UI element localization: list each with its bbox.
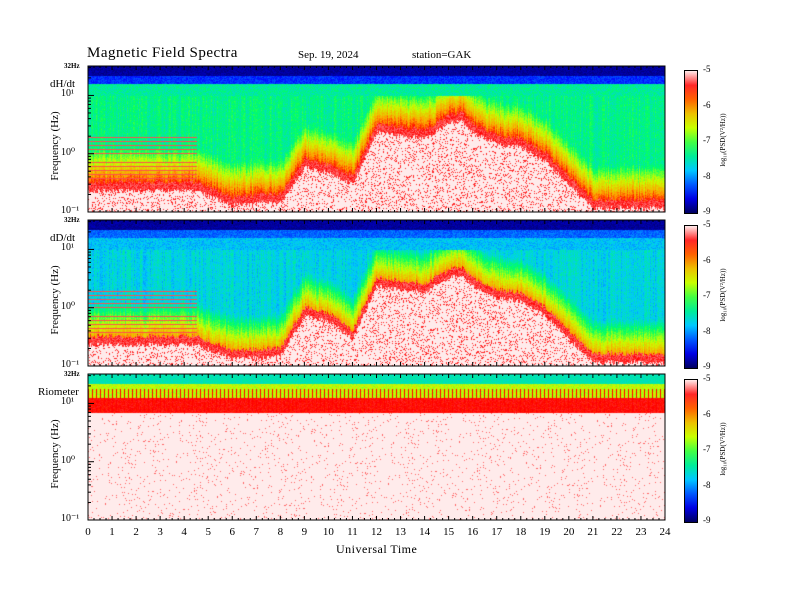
panel-1-colorbar-tick: -9 [703,206,711,216]
panel-2-ytick-label: 10⁻¹ [61,359,80,370]
figure-date: Sep. 19, 2024 [298,49,359,61]
panel-1-colorbar-label: log₁₀(PSD(V²/Hz)) [719,113,727,167]
panel-2-heatmap [88,220,665,366]
panel-2-ytick-label: 10¹ [61,242,74,254]
xtick-label: 10 [322,526,334,538]
panel-1-ytick-label: 10¹ [61,88,74,100]
panel-2-colorbar-tick: -9 [703,361,711,371]
xtick-label: 24 [659,526,671,538]
panel-3-colorbar-tick: -6 [703,408,711,419]
panel-1-ytick-label: 10⁰ [61,146,76,158]
panel-1-frame [87,65,666,213]
xtick-label: 15 [443,526,455,538]
xtick-label: 11 [347,526,358,538]
panel-1-ytick-label: 10⁻¹ [61,205,80,216]
xtick-label: 12 [371,526,382,538]
xtick-label: 7 [253,526,260,538]
panel-2-label: dD/dt [50,232,76,244]
panel-1-colorbar-tick: -5 [703,64,711,74]
xtick-label: 4 [181,526,187,538]
xtick-label: 20 [563,526,575,538]
panel-2-canvas [88,220,665,366]
x-axis-title: Universal Time [336,542,418,556]
xtick-label: 23 [635,526,647,538]
panel-1-colorbar-tick: -8 [703,170,711,181]
xtick-label: 6 [229,526,236,538]
panel-3-label: Riometer [38,386,79,398]
panel-1-heatmap [88,66,665,212]
panel-2-colorbar-tick: -8 [703,325,711,336]
panel-3-colorbar-tick: -8 [703,479,711,490]
xtick-label: 0 [85,526,91,538]
xtick-label: 3 [157,526,163,538]
xtick-label: 9 [301,526,308,538]
panel-1-colorbar-tick: -6 [703,99,711,110]
xtick-label: 2 [133,526,139,538]
xtick-label: 22 [611,526,623,538]
panel-3-ytick-label: 10⁰ [61,454,76,466]
panel-2-frame [87,219,666,367]
panel-3-canvas [88,374,665,520]
panel-3-colorbar-tick: -7 [703,444,711,454]
panel-3-colorbar [684,379,698,523]
panel-1-label: dH/dt [50,78,76,90]
panel-2-colorbar-label: log₁₀(PSD(V²/Hz)) [719,268,727,322]
panel-2-colorbar-tick: -5 [703,219,711,229]
panel-2-colorbar-tick: -6 [703,254,711,265]
xtick-label: 17 [491,526,503,538]
panel-1-colorbar-tick: -7 [703,135,711,145]
figure-title: Magnetic Field Spectra [87,45,238,61]
xtick-label: 19 [539,526,551,538]
panel-2-ytick-label: 10⁰ [61,300,76,312]
station-label: station=GAK [412,49,472,61]
panel-3-frame [87,373,666,521]
xtick-label: 18 [515,526,527,538]
xtick-label: 1 [109,526,115,538]
panel-2-colorbar [684,225,698,369]
panel-1-top-label: 32Hz [64,62,80,70]
panel-1-canvas [88,66,665,212]
panel-3-heatmap [88,374,665,520]
panel-3-colorbar-tick: -9 [703,515,711,525]
panel-1-colorbar [684,70,698,214]
panel-3-colorbar-tick: -5 [703,373,711,383]
panel-2-colorbar-tick: -7 [703,290,711,300]
xtick-label: 8 [277,526,284,538]
xtick-label: 5 [205,526,211,538]
xtick-label: 14 [419,526,431,538]
xtick-label: 21 [587,526,599,538]
panel-2-top-label: 32Hz [64,216,80,224]
xtick-label: 13 [395,526,407,538]
panel-3-top-label: 32Hz [64,370,80,378]
panel-3-colorbar-label: log₁₀(PSD(V²/Hz)) [719,422,727,476]
xtick-label: 16 [467,526,479,538]
panel-3-ytick-label: 10⁻¹ [61,513,80,524]
panel-3-ytick-label: 10¹ [61,396,74,408]
